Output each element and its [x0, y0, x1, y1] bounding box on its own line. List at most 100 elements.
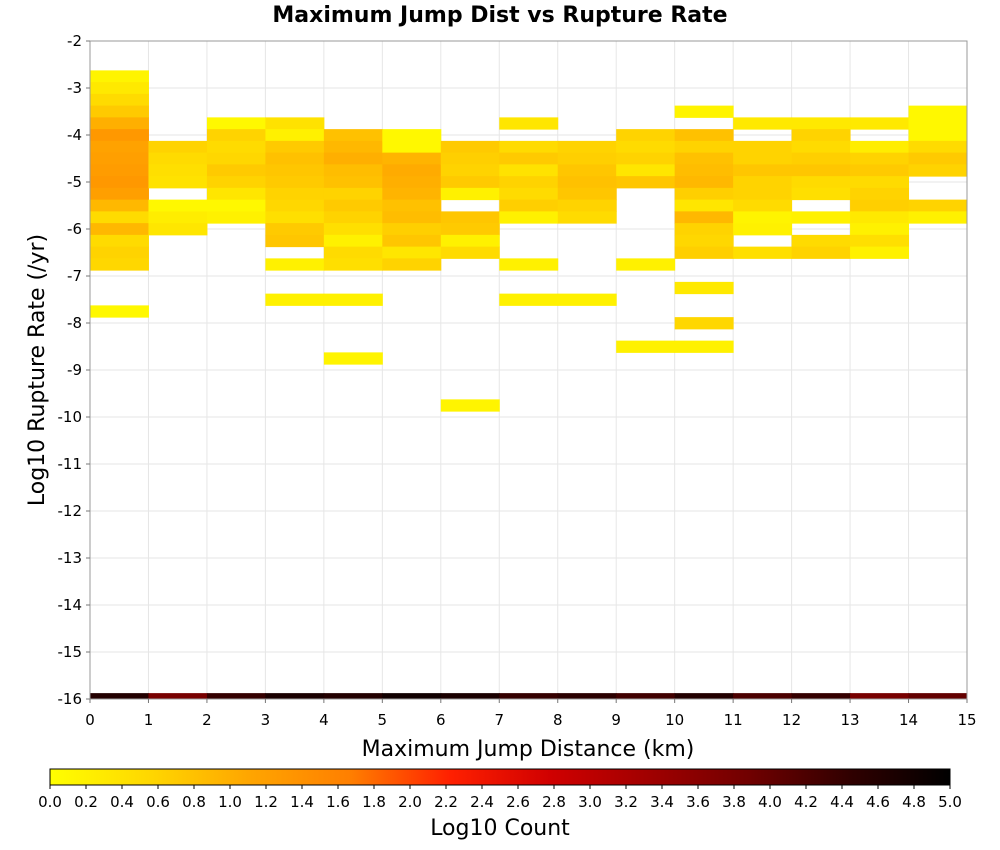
- heatmap-cell: [265, 211, 325, 224]
- heatmap-cell: [90, 176, 149, 189]
- x-tick-label: 13: [841, 711, 860, 729]
- heatmap-cell: [148, 223, 208, 236]
- x-tick-label: 6: [436, 711, 446, 729]
- heatmap-cell-bottom: [557, 693, 617, 699]
- colorbar-tick-label: 0.2: [74, 793, 98, 811]
- heatmap-cell: [850, 176, 910, 189]
- colorbar-tick-label: 1.4: [290, 793, 314, 811]
- colorbar-tick-label: 2.6: [506, 793, 530, 811]
- heatmap-cell: [323, 199, 383, 212]
- heatmap-cell: [791, 164, 851, 177]
- heatmap-cell: [850, 164, 910, 177]
- heatmap-cell: [499, 199, 559, 212]
- heatmap-cell: [382, 199, 442, 212]
- heatmap-cell: [499, 187, 559, 201]
- heatmap-cell: [908, 105, 968, 118]
- heatmap-cell: [908, 152, 968, 165]
- heatmap-cell: [382, 164, 442, 177]
- heatmap-cell: [90, 211, 149, 224]
- heatmap-cell: [265, 199, 325, 212]
- heatmap-cell-bottom: [440, 693, 500, 699]
- heatmap-cell: [382, 234, 442, 248]
- heatmap-cell: [791, 140, 851, 154]
- heatmap-cell: [382, 258, 442, 271]
- heatmap-cell: [616, 258, 676, 271]
- heatmap-cell: [265, 187, 325, 201]
- heatmap-cell: [674, 340, 734, 353]
- heatmap-cell: [499, 293, 559, 306]
- heatmap-cell-bottom: [499, 693, 559, 699]
- y-axis-label: Log10 Rupture Rate (/yr): [25, 234, 50, 506]
- heatmap-cell: [90, 117, 149, 130]
- colorbar-tick-label: 0.8: [182, 793, 206, 811]
- heatmap-cell: [265, 258, 325, 271]
- heatmap-cell: [557, 164, 617, 177]
- colorbar-tick-label: 4.2: [794, 793, 818, 811]
- heatmap-cell: [323, 293, 383, 306]
- heatmap-cell: [791, 176, 851, 189]
- heatmap-cell: [616, 140, 676, 154]
- heatmap-cell: [148, 140, 208, 154]
- heatmap-cell: [674, 187, 734, 201]
- colorbar-tick-label: 1.0: [218, 793, 242, 811]
- heatmap-cell: [733, 187, 793, 201]
- heatmap-cell: [265, 129, 325, 142]
- heatmap-cell: [382, 246, 442, 259]
- heatmap-cell: [499, 117, 559, 130]
- heatmap-cell: [323, 211, 383, 224]
- colorbar-tick-label: 1.8: [362, 793, 386, 811]
- heatmap-cell: [323, 164, 383, 177]
- heatmap-cell-bottom: [90, 693, 149, 699]
- heatmap-cell-bottom: [908, 693, 968, 699]
- y-tick-label: -3: [67, 79, 82, 97]
- chart-title: Maximum Jump Dist vs Rupture Rate: [272, 3, 727, 28]
- y-tick-label: -13: [58, 549, 83, 567]
- heatmap-cell: [733, 176, 793, 189]
- heatmap-cells: [90, 70, 968, 699]
- heatmap-cell-bottom: [616, 693, 676, 699]
- heatmap-cell: [791, 187, 851, 201]
- heatmap-cell: [90, 187, 149, 201]
- heatmap-cell: [148, 164, 208, 177]
- heatmap-cell: [206, 176, 266, 189]
- y-tick-label: -11: [58, 455, 83, 473]
- heatmap-cell: [616, 176, 676, 189]
- heatmap-cell: [440, 399, 500, 412]
- heatmap-cell: [499, 152, 559, 165]
- heatmap-cell: [850, 234, 910, 248]
- heatmap-cell: [440, 234, 500, 248]
- heatmap-cell: [90, 152, 149, 165]
- heatmap-cell: [148, 199, 208, 212]
- x-axis-label: Maximum Jump Distance (km): [362, 737, 695, 762]
- heatmap-cell: [323, 187, 383, 201]
- heatmap-cell: [616, 152, 676, 165]
- heatmap-cell: [90, 305, 149, 318]
- x-tick-label: 8: [553, 711, 563, 729]
- heatmap-cell: [206, 152, 266, 165]
- x-tick-label: 11: [724, 711, 743, 729]
- heatmap-cell: [265, 140, 325, 154]
- heatmap-cell-bottom: [323, 693, 383, 699]
- colorbar-tick-label: 1.6: [326, 793, 350, 811]
- heatmap-cell: [733, 164, 793, 177]
- colorbar-tick-label: 5.0: [938, 793, 962, 811]
- heatmap-cell: [850, 223, 910, 236]
- heatmap-cell: [733, 246, 793, 259]
- colorbar-tick-label: 0.4: [110, 793, 134, 811]
- heatmap-cell: [265, 176, 325, 189]
- x-tick-label: 3: [261, 711, 271, 729]
- heatmap-cell: [908, 199, 968, 212]
- heatmap-cell: [733, 211, 793, 224]
- heatmap-cell: [674, 164, 734, 177]
- heatmap-cell: [557, 176, 617, 189]
- heatmap-cell: [90, 129, 149, 142]
- heatmap-cell: [908, 129, 968, 142]
- heatmap-cell: [499, 164, 559, 177]
- heatmap-cell: [557, 140, 617, 154]
- heatmap-cell-bottom: [850, 693, 910, 699]
- heatmap-cell: [674, 281, 734, 295]
- heatmap-cell: [674, 105, 734, 118]
- heatmap-cell: [616, 129, 676, 142]
- heatmap-cell: [908, 164, 968, 177]
